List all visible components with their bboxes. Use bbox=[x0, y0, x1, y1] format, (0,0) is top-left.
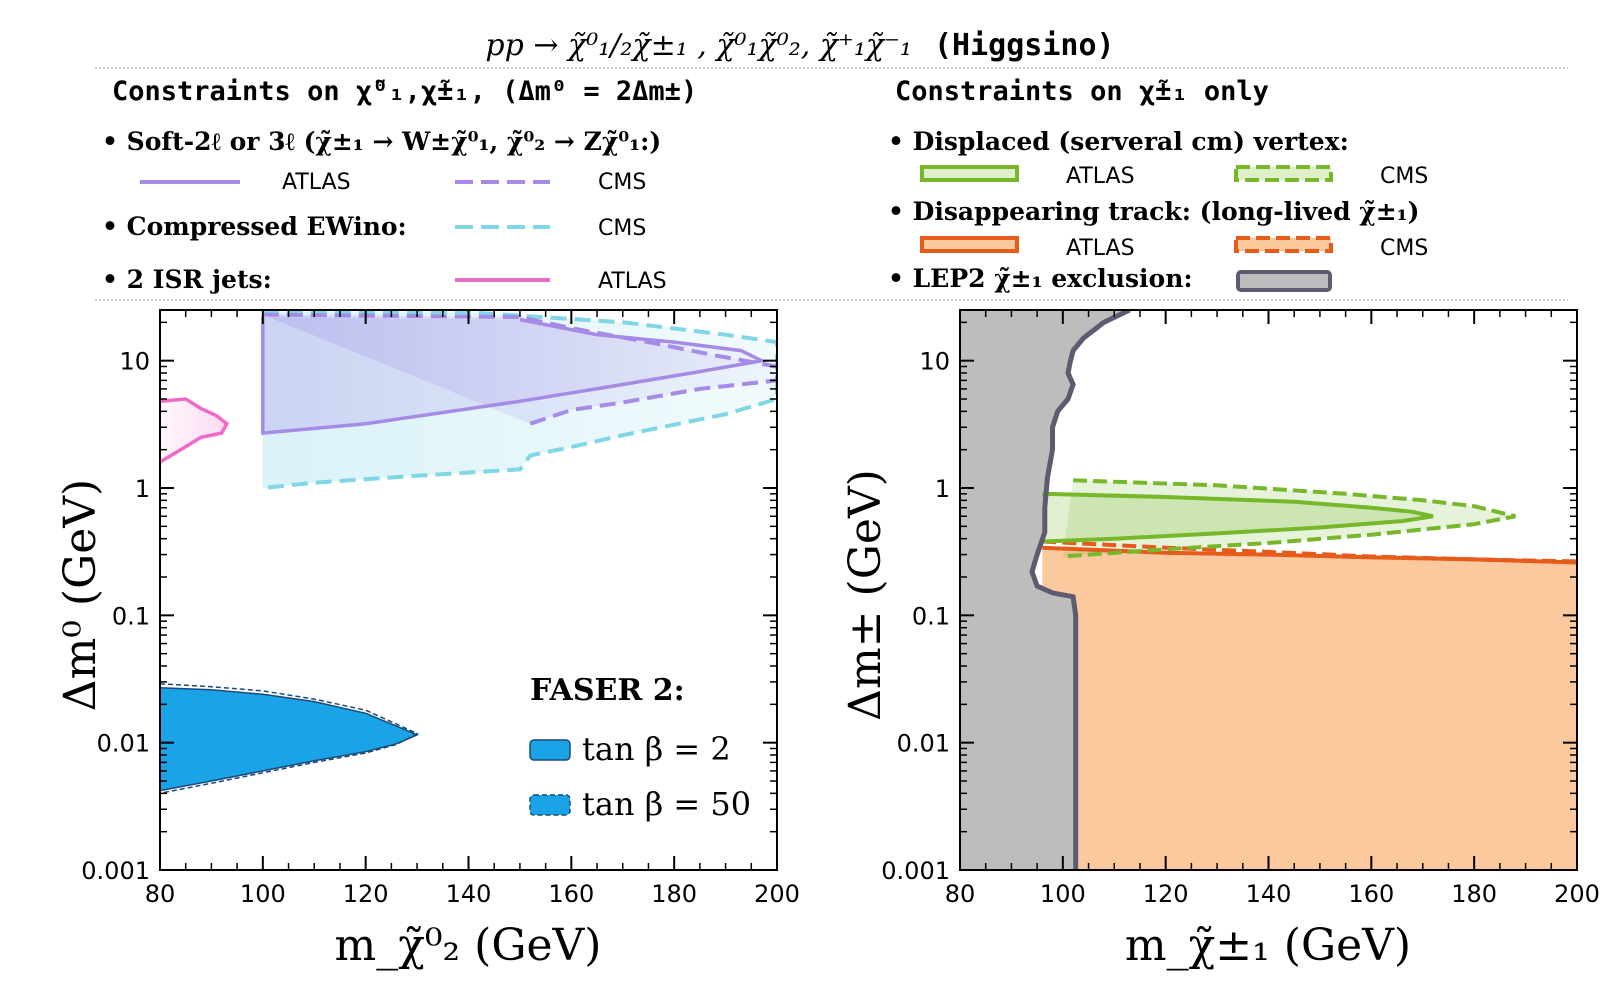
legend-left-group-ewino: • Compressed EWino: bbox=[102, 212, 407, 241]
legend-label-soft-cms: CMS bbox=[598, 170, 646, 195]
left-plot-regions bbox=[160, 310, 777, 795]
right-ylabel: Δm± (GeV) bbox=[840, 469, 891, 721]
legend-label-ewino-cms: CMS bbox=[598, 216, 646, 241]
x-tick-label: 80 bbox=[945, 880, 976, 908]
legend-left-group-isr: • 2 ISR jets: bbox=[102, 265, 272, 294]
x-tick-label: 160 bbox=[548, 880, 594, 908]
curve-isr-atlas bbox=[160, 397, 230, 464]
y-tick-label: 0.001 bbox=[81, 857, 150, 885]
legend-left-heading: Constraints on χ̃⁰₁,χ̃±₁, (Δm⁰ = 2Δm±) bbox=[112, 76, 697, 107]
legend-swatch-disappearing-atlas bbox=[920, 236, 1019, 253]
y-tick-label: 0.01 bbox=[97, 730, 150, 758]
y-tick-label: 1 bbox=[135, 475, 150, 503]
left-plot-frame bbox=[159, 309, 778, 871]
y-tick-label: 0.1 bbox=[912, 602, 950, 630]
title-scenario: (Higgsino) bbox=[934, 28, 1115, 63]
legend-left-group-soft: • Soft-2ℓ or 3ℓ (χ̃±₁ → W±χ̃⁰₁, χ̃⁰₂ → Z… bbox=[102, 127, 661, 156]
legend-right-heading: Constraints on χ̃±₁ only bbox=[895, 76, 1269, 107]
right-plot-frame bbox=[959, 309, 1578, 871]
right-plot: 80 100 120 140 160 180 200 0.001 0.01 0.1 1 10 Δm± … bbox=[840, 309, 1600, 971]
left-xlabel: m_χ̃⁰₂ (GeV) bbox=[335, 920, 602, 971]
x-tick-label: 80 bbox=[145, 880, 176, 908]
legend-swatch-lep2 bbox=[1236, 270, 1332, 292]
curve-faser2-tanb2 bbox=[160, 686, 420, 792]
curve-displaced-atlas bbox=[1042, 491, 1434, 544]
x-tick-label: 120 bbox=[1143, 880, 1189, 908]
y-tick-label: 1 bbox=[935, 475, 950, 503]
faser-swatch-tanb50 bbox=[529, 794, 571, 816]
x-tick-label: 140 bbox=[1246, 880, 1292, 908]
region-soft-atlas bbox=[262, 317, 762, 434]
x-tick-label: 200 bbox=[1554, 880, 1600, 908]
curve-faser2-tanb50 bbox=[160, 683, 419, 795]
faser-label-tanb2: tan β = 2 bbox=[582, 730, 731, 768]
curve-ewino-cms bbox=[262, 310, 777, 490]
legend-right-group-displaced: • Displaced (serveral cm) vertex: bbox=[888, 127, 1349, 156]
curve-soft-atlas bbox=[261, 317, 768, 436]
y-tick-label: 0.001 bbox=[881, 857, 950, 885]
region-faser2-tanb2 bbox=[160, 687, 418, 791]
legend-right-group-lep2: • LEP2 χ̃±₁ exclusion: bbox=[888, 264, 1193, 293]
faser-swatch-tanb2 bbox=[529, 739, 571, 761]
left-plot: 80 100 120 140 160 180 200 0.001 0.01 0.1 1 10 FASE… bbox=[55, 309, 800, 971]
legend-label-soft-atlas: ATLAS bbox=[282, 170, 351, 195]
curve-soft-cms bbox=[262, 312, 777, 426]
y-tick-label: 0.01 bbox=[897, 730, 950, 758]
faser-label-tanb50: tan β = 50 bbox=[582, 785, 751, 823]
legend-swatch-displaced-atlas bbox=[920, 165, 1019, 182]
curve-displaced-cms bbox=[1062, 478, 1516, 559]
y-tick-label: 10 bbox=[919, 348, 950, 376]
legend-label-isr-atlas: ATLAS bbox=[598, 269, 667, 294]
x-tick-label: 200 bbox=[754, 880, 800, 908]
left-axis-ticks: 80 100 120 140 160 180 200 0.001 0.01 0.1 1 10 bbox=[81, 310, 800, 908]
right-plot-regions bbox=[960, 310, 1577, 870]
legend-label-disappearing-cms: CMS bbox=[1380, 236, 1428, 261]
x-tick-label: 100 bbox=[1040, 880, 1086, 908]
legend-swatch-displaced-cms bbox=[1234, 165, 1333, 182]
x-tick-label: 100 bbox=[240, 880, 286, 908]
right-axis-ticks: 80 100 120 140 160 180 200 0.001 0.01 0.1 1 10 bbox=[881, 310, 1600, 908]
figure-title: pp → χ̃⁰₁/₂χ̃±₁ , χ̃⁰₁χ̃⁰₂, χ̃⁺₁χ̃⁻₁ (Hi… bbox=[485, 28, 1114, 63]
legend-label-disappearing-atlas: ATLAS bbox=[1066, 236, 1135, 261]
x-tick-label: 120 bbox=[343, 880, 389, 908]
legend-right-group-disappearing: • Disappearing track: (long-lived χ̃±₁) bbox=[888, 197, 1419, 226]
legend-swatch-disappearing-cms bbox=[1234, 236, 1333, 253]
region-disappearing bbox=[1042, 547, 1577, 870]
y-tick-label: 10 bbox=[119, 348, 150, 376]
x-tick-label: 160 bbox=[1348, 880, 1394, 908]
y-tick-label: 0.1 bbox=[112, 602, 150, 630]
faser-legend-title: FASER 2: bbox=[530, 673, 685, 708]
curve-disappearing-atlas bbox=[1042, 545, 1577, 565]
x-tick-label: 140 bbox=[446, 880, 492, 908]
x-tick-label: 180 bbox=[651, 880, 697, 908]
legend-label-displaced-atlas: ATLAS bbox=[1066, 164, 1135, 189]
left-ylabel: Δm⁰ (GeV) bbox=[55, 479, 106, 711]
right-xlabel: m_χ̃±₁ (GeV) bbox=[1125, 920, 1411, 971]
title-process: pp → χ̃⁰₁/₂χ̃±₁ , χ̃⁰₁χ̃⁰₂, χ̃⁺₁χ̃⁻₁ bbox=[485, 28, 912, 63]
legend-label-displaced-cms: CMS bbox=[1380, 164, 1428, 189]
curve-lep2 bbox=[1029, 310, 1131, 870]
region-isr-atlas bbox=[160, 399, 227, 462]
x-tick-label: 180 bbox=[1451, 880, 1497, 908]
